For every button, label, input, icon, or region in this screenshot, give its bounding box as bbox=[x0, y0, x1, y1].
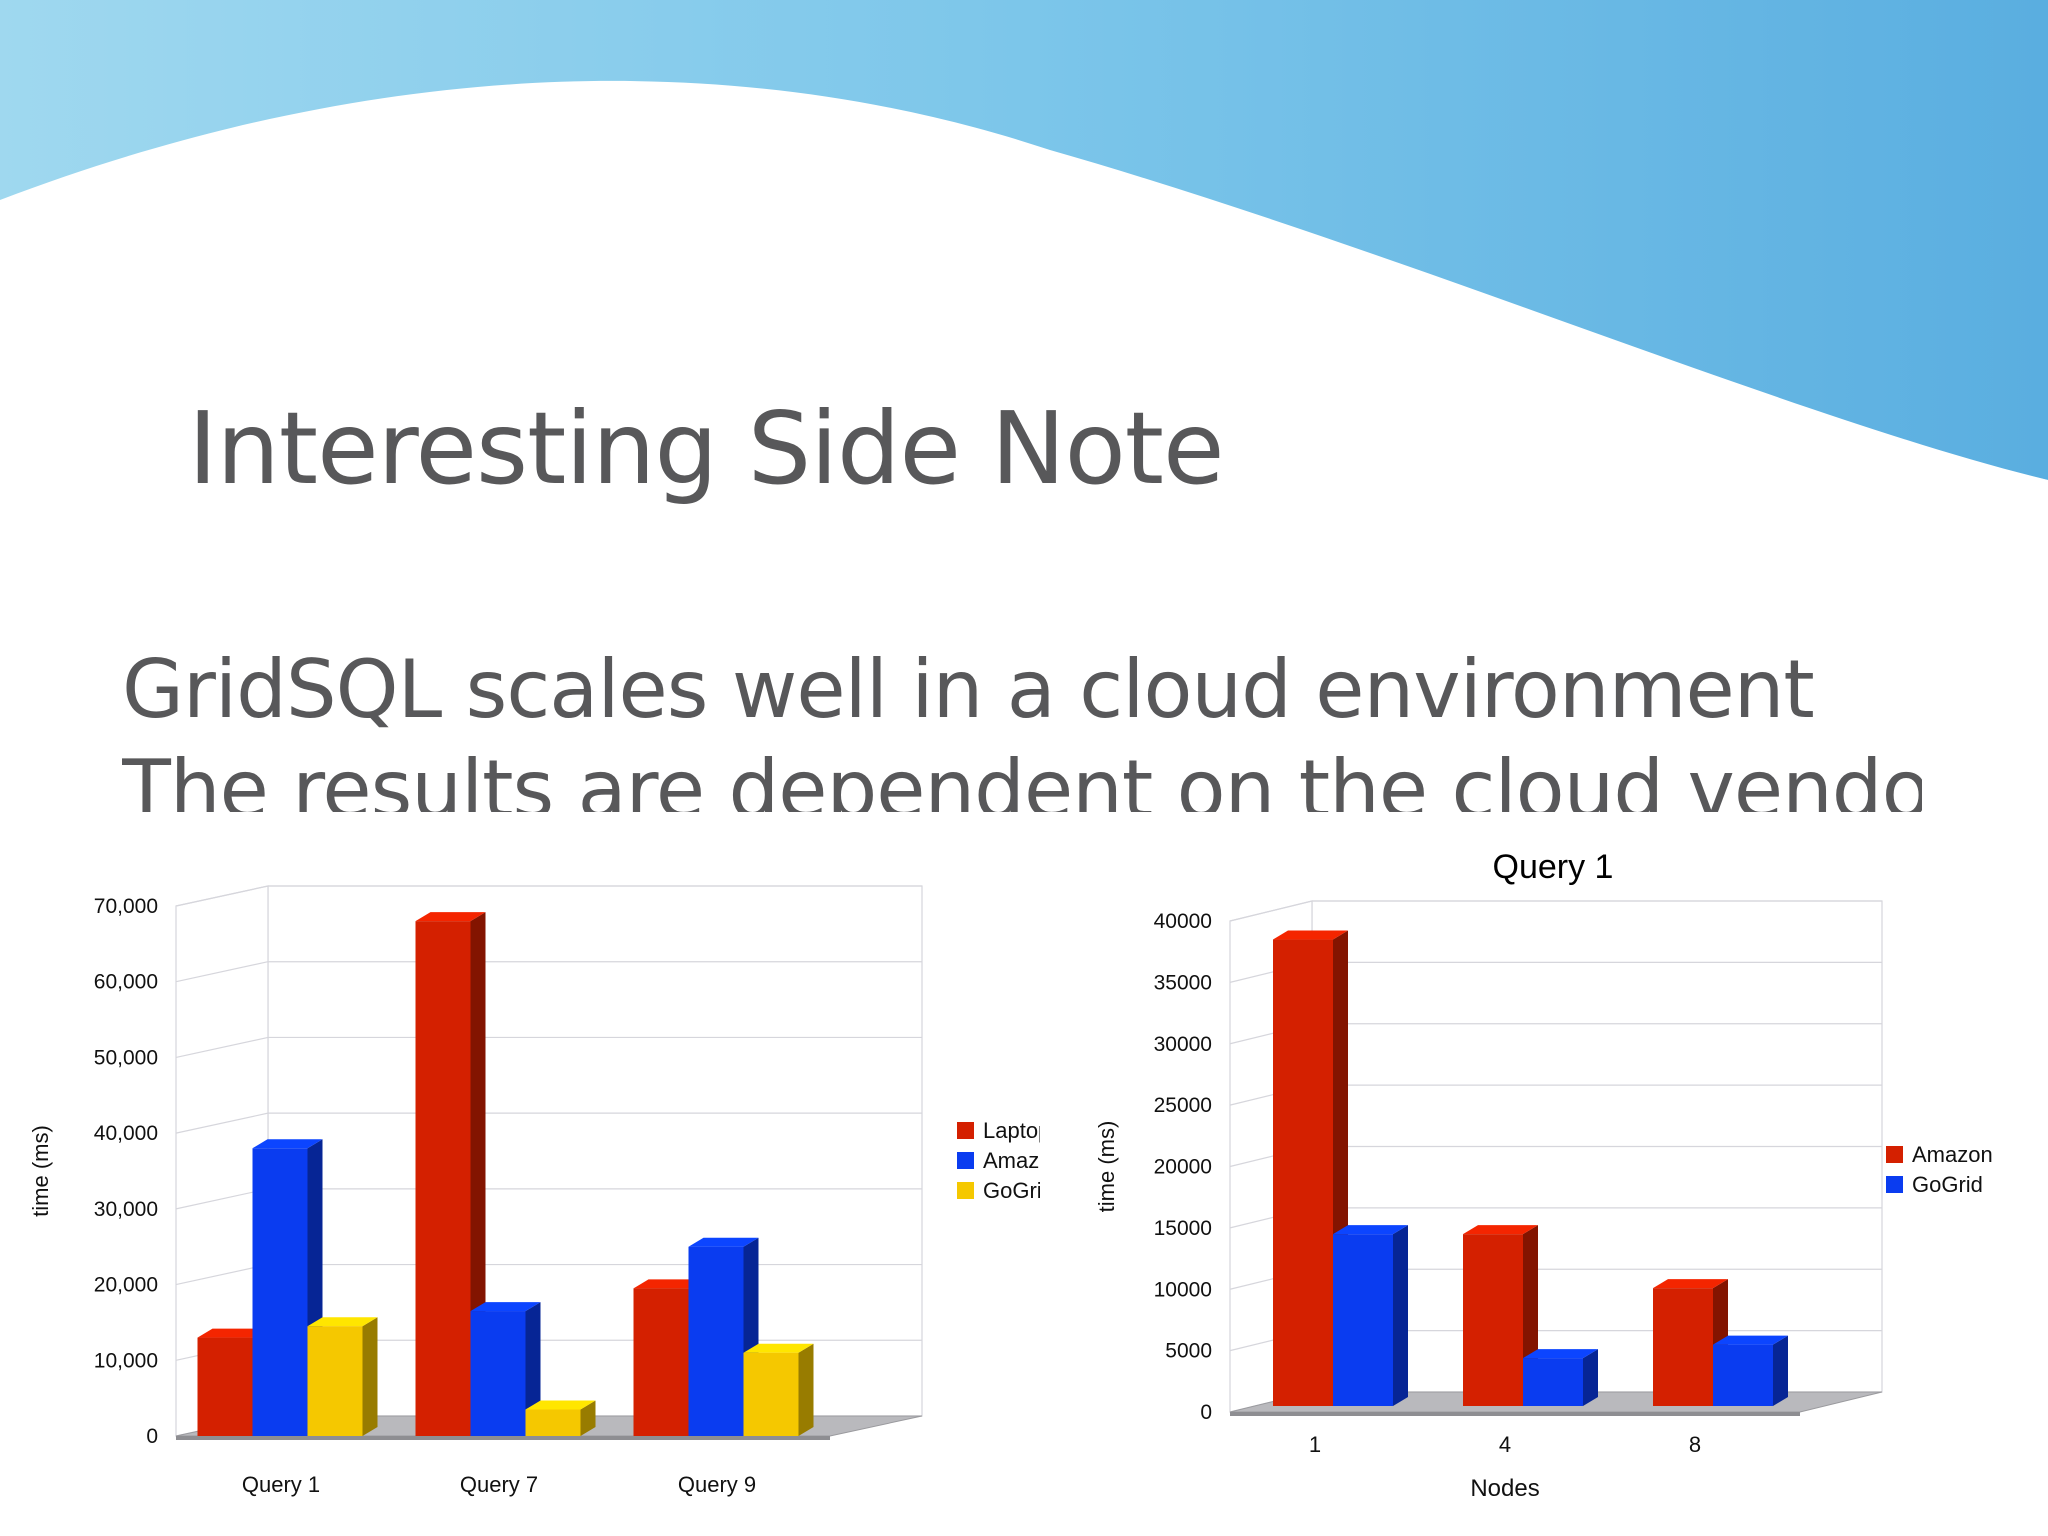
y-tick-label: 10000 bbox=[1154, 1278, 1212, 1301]
bar-top bbox=[197, 1328, 268, 1338]
bar-top bbox=[743, 1343, 814, 1353]
x-tick-label: 1 bbox=[1309, 1432, 1321, 1457]
bar-amazon bbox=[1653, 1288, 1713, 1406]
legend-swatch bbox=[957, 1182, 974, 1199]
bar-top bbox=[252, 1139, 323, 1149]
bullet-item: GridSQL scales well in a cloud environme… bbox=[122, 643, 1815, 736]
x-tick-label: 4 bbox=[1499, 1432, 1511, 1457]
chart-query-comparison-svg: 0 10,000 20,000 30,000 40,000 50,000 60,000 70,… bbox=[28, 885, 1040, 1497]
bar-gogrid bbox=[1523, 1358, 1583, 1406]
chart-floor-edge bbox=[176, 1436, 830, 1440]
bar-side bbox=[1773, 1335, 1788, 1406]
bullet-list: GridSQL scales well in a cloud environme… bbox=[122, 640, 1922, 812]
bar-gogrid bbox=[307, 1326, 363, 1436]
y-tick-label: 20,000 bbox=[94, 1274, 158, 1297]
bar-gogrid bbox=[743, 1352, 799, 1436]
bullet-item: The results are dependent on the cloud v… bbox=[122, 743, 1922, 812]
x-tick-label: 8 bbox=[1689, 1432, 1701, 1457]
x-tick-label: Query 7 bbox=[460, 1472, 538, 1497]
bar-amazon bbox=[688, 1246, 744, 1436]
y-tick-label: 70,000 bbox=[94, 895, 158, 918]
bar-top bbox=[1653, 1279, 1728, 1289]
chart-title: Query 1 bbox=[1493, 848, 1614, 886]
bar-side bbox=[1583, 1349, 1598, 1406]
legend-swatch bbox=[957, 1122, 974, 1139]
bar-gogrid bbox=[1333, 1234, 1393, 1406]
bar-side bbox=[798, 1343, 814, 1436]
bar-laptop bbox=[415, 921, 471, 1436]
gridline-side bbox=[175, 961, 269, 983]
bar-top bbox=[415, 912, 486, 922]
gridline-side bbox=[175, 1112, 269, 1134]
bar-side bbox=[362, 1317, 378, 1436]
bar-amazon bbox=[252, 1148, 308, 1436]
bar-amazon bbox=[1463, 1234, 1523, 1406]
chart-query-comparison: 0 10,000 20,000 30,000 40,000 50,000 60,000 70,… bbox=[0, 820, 1040, 1536]
x-axis-label: Nodes bbox=[1470, 1475, 1539, 1502]
y-tick-label: 50,000 bbox=[94, 1046, 158, 1069]
bar-side bbox=[525, 1302, 541, 1436]
bar-top bbox=[1333, 1225, 1408, 1235]
chart-query1-nodes: 0 5000 10000 15000 20000 25000 30000 35000 40000… bbox=[1070, 820, 2048, 1536]
bar-top bbox=[688, 1237, 759, 1247]
bar-gogrid bbox=[525, 1409, 581, 1436]
y-tick-label: 30,000 bbox=[94, 1198, 158, 1221]
y-tick-label: 35000 bbox=[1154, 971, 1212, 994]
y-tick-label: 25000 bbox=[1154, 1094, 1212, 1117]
x-tick-label: Query 1 bbox=[242, 1472, 320, 1497]
bar-top bbox=[1713, 1335, 1788, 1345]
y-tick-label: 0 bbox=[146, 1425, 158, 1448]
bar-amazon bbox=[470, 1311, 526, 1436]
legend-swatch bbox=[1886, 1146, 1903, 1163]
bar-top bbox=[633, 1279, 704, 1289]
slide-title: Interesting Side Note bbox=[188, 390, 1225, 507]
legend-label: GoGrid bbox=[1912, 1172, 1983, 1197]
header-wave-decoration bbox=[0, 0, 2048, 520]
legend-label: Laptop bbox=[983, 1118, 1040, 1143]
chart-query1-nodes-svg: 0 5000 10000 15000 20000 25000 30000 35000 40000… bbox=[1094, 848, 1993, 1502]
bar-top bbox=[307, 1317, 378, 1327]
chart-floor-edge bbox=[1230, 1412, 1800, 1416]
legend-label: Amazon bbox=[983, 1148, 1040, 1173]
y-tick-label: 20000 bbox=[1154, 1156, 1212, 1179]
bar-laptop bbox=[197, 1337, 253, 1436]
bar-amazon bbox=[1273, 939, 1333, 1406]
gridline-side bbox=[175, 1036, 269, 1059]
bar-gogrid bbox=[1713, 1344, 1773, 1406]
legend-label: Amazon bbox=[1912, 1142, 1993, 1167]
bar-side bbox=[580, 1400, 596, 1436]
legend-swatch bbox=[1886, 1176, 1903, 1193]
y-axis-label: time (ms) bbox=[28, 1125, 53, 1217]
gridline-side bbox=[1229, 900, 1313, 922]
legend-swatch bbox=[957, 1152, 974, 1169]
bar-side bbox=[1393, 1225, 1408, 1406]
y-tick-label: 40000 bbox=[1154, 910, 1212, 933]
y-tick-label: 5000 bbox=[1165, 1340, 1212, 1363]
bar-top bbox=[1463, 1225, 1538, 1235]
y-tick-label: 60,000 bbox=[94, 971, 158, 994]
y-tick-label: 30000 bbox=[1154, 1033, 1212, 1056]
bar-top bbox=[1273, 930, 1348, 940]
bar-top bbox=[1523, 1349, 1598, 1359]
y-tick-label: 10,000 bbox=[94, 1349, 158, 1372]
bar-top bbox=[525, 1400, 596, 1410]
y-tick-label: 15000 bbox=[1154, 1217, 1212, 1240]
gridline-side bbox=[175, 885, 269, 907]
x-tick-label: Query 9 bbox=[678, 1472, 756, 1497]
y-tick-label: 40,000 bbox=[94, 1122, 158, 1145]
bar-laptop bbox=[633, 1288, 689, 1436]
legend-label: GoGrid bbox=[983, 1178, 1040, 1203]
bar-top bbox=[470, 1302, 541, 1312]
y-tick-label: 0 bbox=[1200, 1401, 1212, 1424]
y-axis-label: time (ms) bbox=[1094, 1121, 1119, 1213]
